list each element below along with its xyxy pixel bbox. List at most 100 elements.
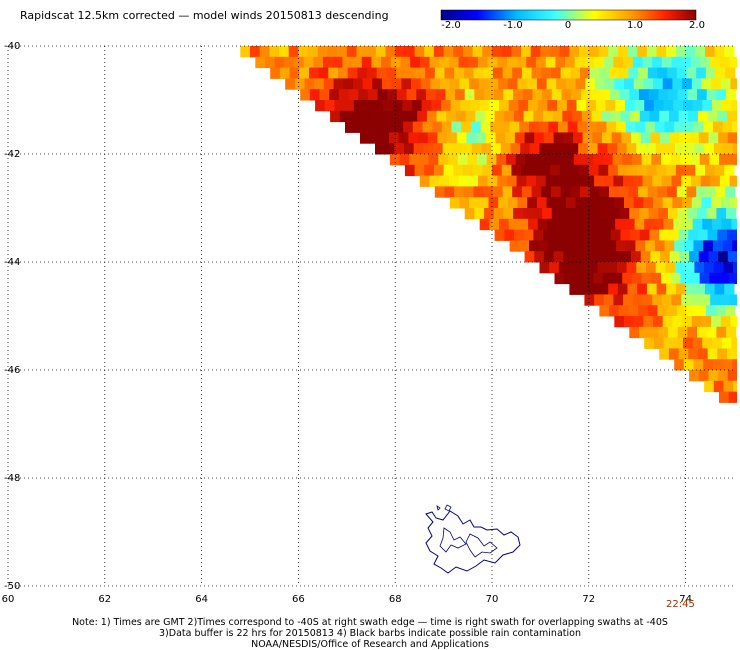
wind-cell — [434, 67, 445, 79]
wind-cell — [527, 78, 538, 90]
wind-cell — [631, 251, 642, 263]
wind-cell — [696, 67, 707, 79]
wind-cell — [564, 154, 575, 166]
wind-cell — [559, 164, 570, 177]
wind-cell — [692, 218, 703, 231]
wind-cell — [688, 110, 699, 123]
wind-cell — [563, 132, 574, 144]
wind-cell — [602, 251, 613, 263]
wind-cell — [644, 337, 655, 349]
wind-cell — [690, 154, 701, 166]
wind-cell — [526, 56, 537, 69]
wind-cell — [646, 143, 657, 155]
wind-cell — [680, 154, 691, 166]
wind-cell — [594, 294, 605, 306]
wind-cell — [697, 110, 709, 123]
wind-cell — [569, 164, 580, 177]
wind-cell — [721, 100, 732, 112]
wind-cell — [540, 46, 551, 58]
wind-cell — [516, 175, 527, 187]
wind-cell — [577, 121, 588, 133]
wind-cell — [637, 46, 648, 58]
wind-cell — [650, 132, 661, 144]
wind-cell — [477, 56, 489, 69]
wind-cell — [470, 100, 481, 112]
wind-cell — [349, 110, 360, 123]
wind-cell — [515, 154, 526, 166]
wind-cell — [705, 305, 716, 317]
wind-cell — [701, 78, 712, 90]
wind-cell — [619, 208, 630, 220]
wind-cell — [374, 121, 385, 133]
wind-cell — [392, 100, 403, 112]
wind-cell — [552, 110, 563, 123]
wind-cell — [546, 78, 557, 90]
wind-cell — [405, 67, 416, 79]
wind-cell — [453, 46, 464, 58]
wind-cell — [658, 89, 669, 101]
wind-cell — [549, 262, 560, 274]
wind-cell — [422, 121, 433, 133]
wind-cell — [415, 67, 426, 79]
wind-cell — [462, 143, 473, 155]
wind-cell — [733, 262, 737, 274]
wind-cell — [521, 67, 533, 79]
wind-cell — [725, 305, 736, 317]
wind-cell — [630, 229, 641, 241]
wind-cell — [668, 110, 680, 123]
wind-cell — [567, 121, 578, 133]
wind-cell — [571, 89, 582, 101]
wind-cell — [430, 78, 441, 90]
wind-cell — [494, 229, 505, 241]
wind-cell — [389, 132, 400, 144]
wind-cell — [315, 100, 326, 112]
wind-cell — [548, 240, 559, 252]
wind-cell — [623, 294, 634, 306]
wind-cell — [353, 100, 364, 112]
wind-cell — [668, 229, 680, 241]
wind-cell — [658, 326, 669, 339]
wind-cell — [559, 46, 570, 58]
wind-cell — [666, 164, 677, 177]
wind-cell — [646, 283, 658, 295]
wind-cell — [426, 110, 438, 123]
wind-cell — [545, 175, 556, 187]
wind-cell — [629, 89, 640, 101]
wind-cell — [497, 175, 508, 187]
wind-cell — [304, 78, 315, 90]
wind-cell — [469, 78, 480, 90]
wind-cell — [631, 132, 642, 144]
wind-cell — [635, 240, 646, 252]
wind-cell — [626, 262, 637, 274]
wind-cell — [401, 78, 412, 90]
wind-cell — [622, 154, 633, 166]
coastline-path — [425, 510, 521, 574]
wind-cell — [705, 46, 716, 58]
lon-tick-label: 64 — [195, 594, 208, 605]
wind-cell — [390, 56, 401, 69]
wind-cell — [598, 164, 609, 177]
wind-cell — [656, 46, 667, 58]
wind-cell — [558, 143, 570, 155]
wind-cell — [361, 56, 372, 69]
wind-cell — [673, 100, 684, 112]
wind-cell — [550, 46, 561, 58]
wind-cell — [613, 56, 624, 69]
wind-cell — [393, 121, 404, 133]
wind-cell — [348, 89, 359, 101]
wind-cell — [705, 186, 716, 198]
wind-cell — [439, 175, 450, 187]
coastline-islet — [436, 505, 441, 511]
wind-cell — [592, 132, 603, 144]
wind-cell — [479, 100, 490, 112]
wind-cell — [603, 175, 614, 187]
wind-cell — [536, 197, 548, 209]
wind-cell — [503, 208, 514, 220]
wind-cell — [448, 154, 459, 166]
wind-cell — [666, 46, 677, 58]
wind-cell — [645, 240, 656, 252]
wind-cell — [643, 78, 654, 90]
wind-cell — [609, 186, 620, 198]
wind-cell — [514, 132, 526, 144]
wind-cell — [298, 46, 309, 58]
